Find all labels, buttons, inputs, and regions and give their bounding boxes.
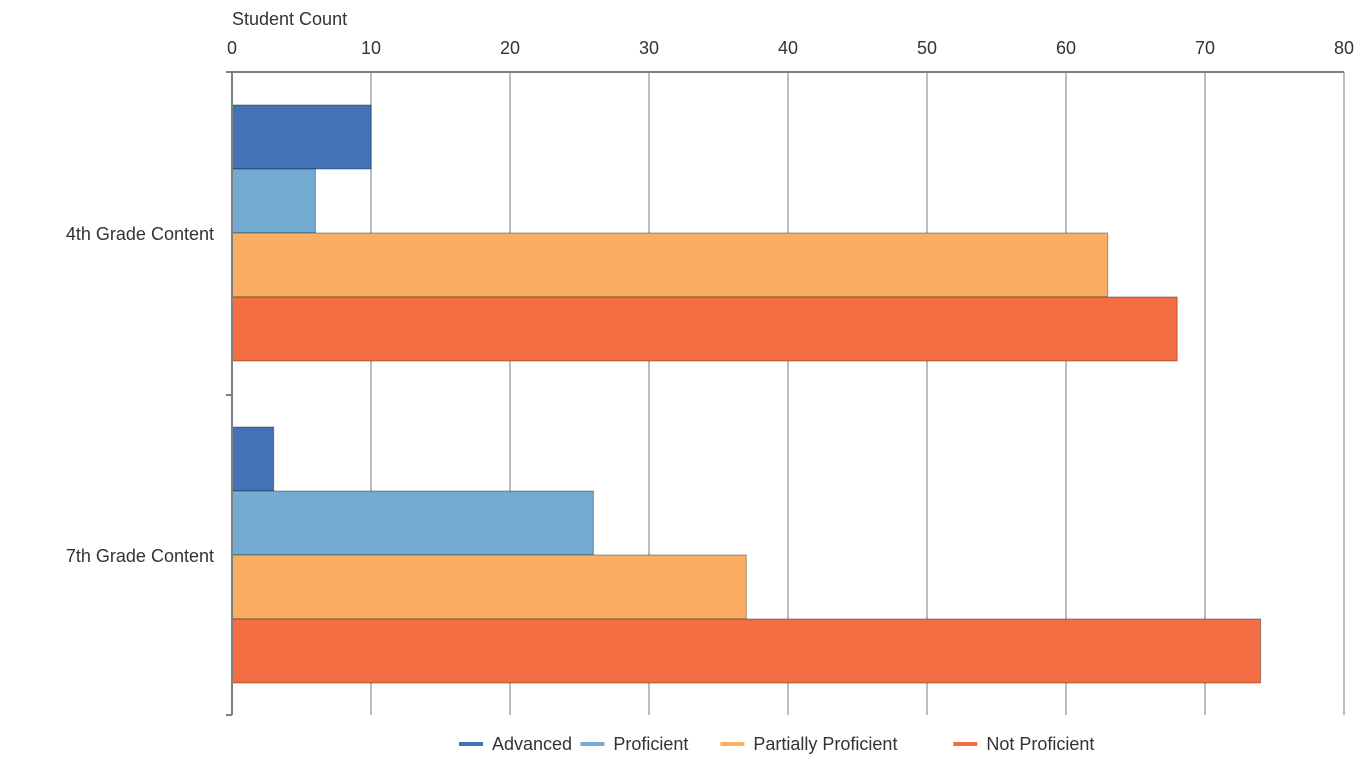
legend-label: Not Proficient: [986, 734, 1094, 754]
bar-partially-proficient: [231, 554, 747, 620]
bar-not-proficient: [231, 296, 1178, 362]
legend-item: Partially Proficient: [720, 734, 897, 754]
bar-not-proficient: [231, 618, 1262, 684]
bar-proficient: [231, 490, 594, 556]
legend-label: Advanced: [492, 734, 572, 754]
x-axis-title: Student Count: [232, 9, 347, 29]
legend-item: Proficient: [580, 734, 688, 754]
bar-advanced: [231, 104, 372, 170]
legend-label: Proficient: [613, 734, 688, 754]
x-tick-label: 0: [227, 38, 237, 58]
x-tick-label: 50: [917, 38, 937, 58]
bar-proficient: [231, 168, 316, 234]
x-tick-labels: 0 10 20 30 40 50 60 70 80: [227, 38, 1354, 58]
legend-item: Not Proficient: [953, 734, 1094, 754]
legend-item: Advanced: [459, 734, 572, 754]
gridlines: [370, 72, 1345, 715]
bar-advanced: [231, 426, 275, 492]
category-labels: 4th Grade Content 7th Grade Content: [66, 224, 214, 566]
x-tick-label: 80: [1334, 38, 1354, 58]
legend: Advanced Proficient Partially Proficient No…: [459, 734, 1094, 754]
category-label: 4th Grade Content: [66, 224, 214, 244]
x-tick-label: 60: [1056, 38, 1076, 58]
bars: [231, 104, 1262, 684]
x-tick-label: 70: [1195, 38, 1215, 58]
legend-label: Partially Proficient: [753, 734, 897, 754]
axes: [226, 71, 1344, 716]
category-label: 7th Grade Content: [66, 546, 214, 566]
x-tick-label: 30: [639, 38, 659, 58]
bar-partially-proficient: [231, 232, 1109, 298]
x-tick-label: 20: [500, 38, 520, 58]
x-tick-label: 40: [778, 38, 798, 58]
x-tick-label: 10: [361, 38, 381, 58]
